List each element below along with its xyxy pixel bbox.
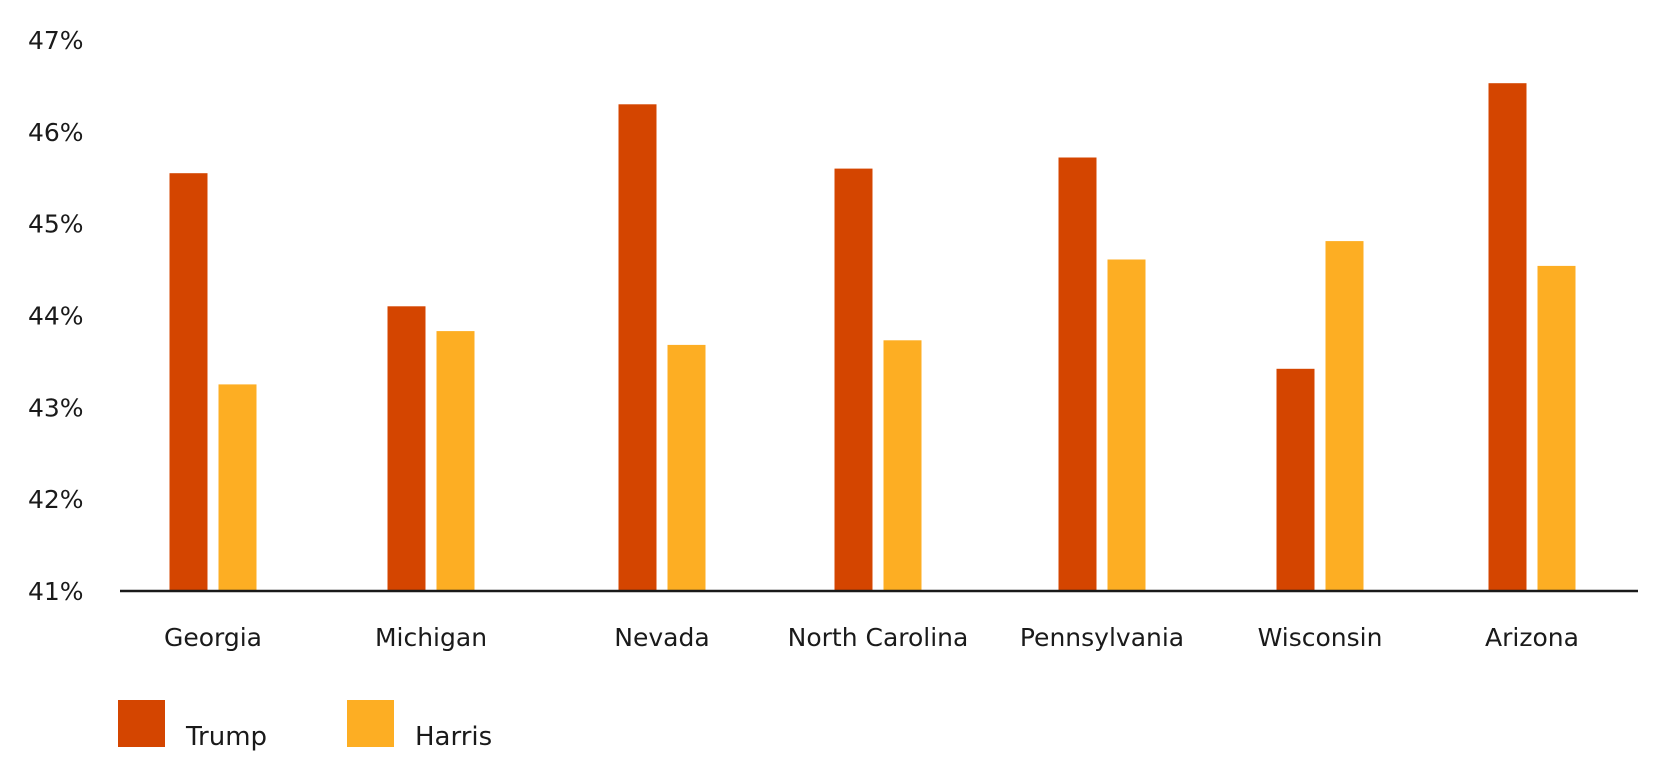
x-category-label: Wisconsin	[1258, 623, 1383, 652]
bar-harris-pennsylvania	[1107, 259, 1146, 591]
bars	[169, 83, 1576, 592]
bar-trump-north-carolina	[834, 168, 873, 591]
y-tick-label: 46%	[28, 118, 84, 147]
legend-swatch-harris	[347, 700, 394, 747]
bar-harris-nevada	[667, 344, 706, 591]
bar-harris-north-carolina	[883, 340, 922, 591]
x-category-label: North Carolina	[788, 623, 969, 652]
legend-label-trump: Trump	[185, 722, 267, 752]
y-tick-label: 44%	[28, 302, 84, 331]
legend-swatch-trump	[118, 700, 165, 747]
bar-harris-georgia	[218, 384, 257, 591]
y-axis-ticks: 47% 46% 45% 44% 43% 42% 41%	[28, 26, 84, 606]
bar-trump-nevada	[618, 104, 657, 592]
y-tick-label: 43%	[28, 393, 84, 422]
y-tick-label: 41%	[28, 577, 84, 606]
legend: Trump Harris	[118, 700, 492, 752]
category-labels: Georgia Michigan Nevada North Carolina Penns…	[164, 623, 1579, 652]
x-category-label: Arizona	[1485, 623, 1579, 652]
x-category-label: Nevada	[614, 623, 709, 652]
bar-harris-wisconsin	[1325, 241, 1364, 591]
bar-harris-michigan	[436, 331, 475, 591]
y-tick-label: 47%	[28, 26, 84, 55]
x-category-label: Georgia	[164, 623, 262, 652]
legend-label-harris: Harris	[415, 722, 492, 752]
bar-trump-georgia	[169, 173, 208, 591]
bar-trump-michigan	[387, 306, 426, 591]
bar-trump-pennsylvania	[1058, 157, 1097, 591]
y-tick-label: 42%	[28, 485, 84, 514]
y-tick-label: 45%	[28, 210, 84, 239]
bar-trump-wisconsin	[1276, 368, 1315, 591]
bar-harris-arizona	[1537, 265, 1576, 591]
bar-trump-arizona	[1488, 83, 1527, 591]
x-category-label: Michigan	[375, 623, 487, 652]
x-category-label: Pennsylvania	[1020, 623, 1184, 652]
